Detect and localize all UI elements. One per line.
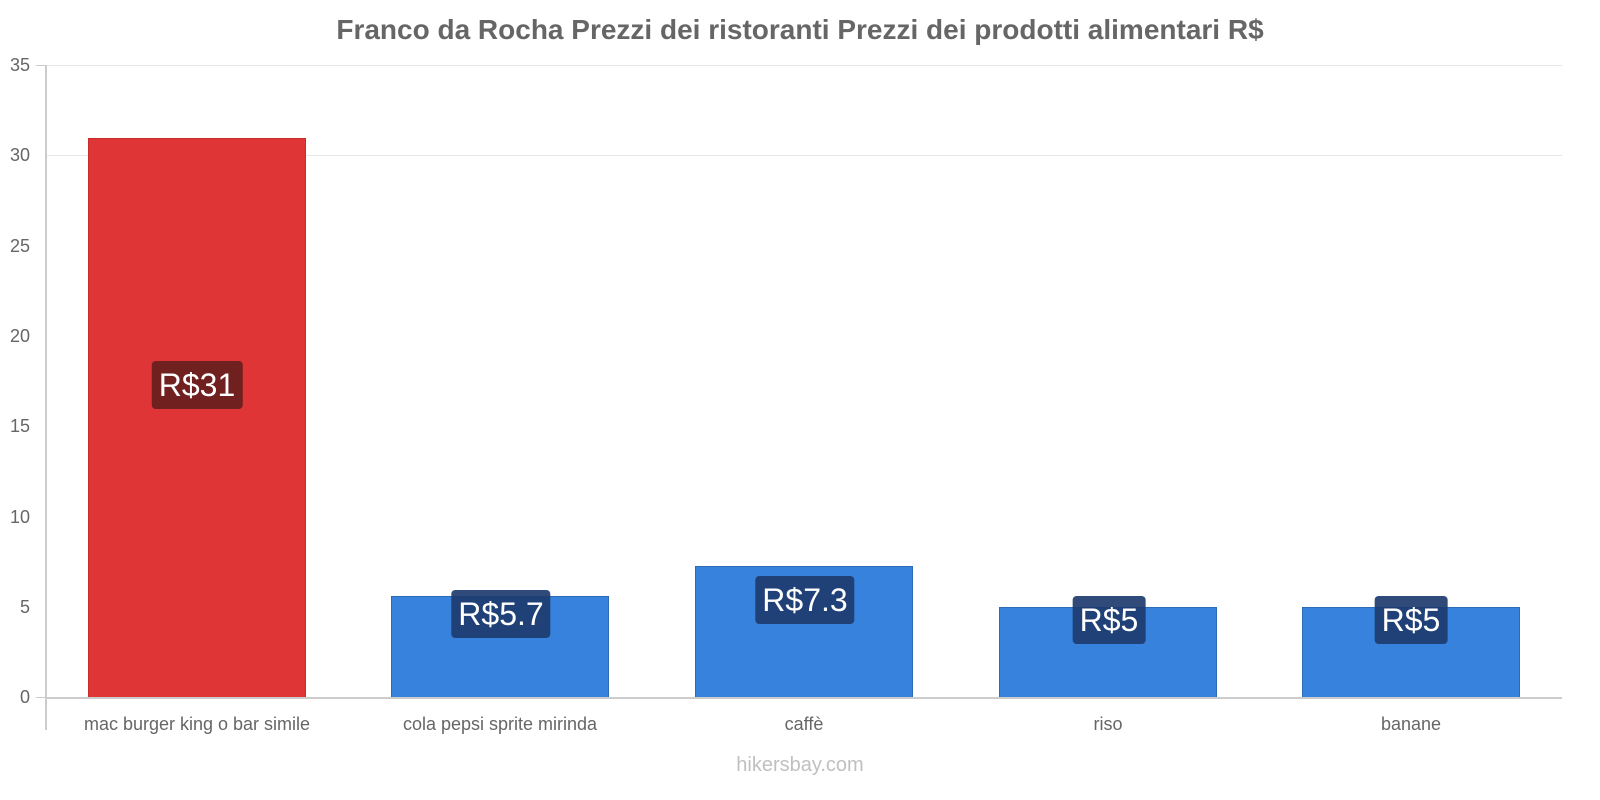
y-tick-label: 0 [19, 687, 30, 707]
y-tick-label: 5 [19, 597, 30, 617]
y-tick-mark [36, 697, 46, 698]
value-label: R$5 [1374, 596, 1448, 644]
x-axis [46, 697, 1562, 699]
y-tick-mark [36, 65, 46, 66]
y-tick-label: 25 [9, 236, 30, 256]
value-label: R$31 [151, 361, 243, 409]
value-label: R$5.7 [451, 590, 551, 638]
x-tick-label: caffè [784, 714, 824, 734]
y-axis [45, 65, 47, 730]
bar-mac-burger [88, 138, 306, 698]
x-tick-label: banane [1380, 714, 1442, 734]
watermark: hikersbay.com [736, 754, 864, 776]
x-tick-label: mac burger king o bar simile [83, 714, 311, 734]
value-label: R$5 [1072, 596, 1146, 644]
chart-title: Franco da Rocha Prezzi dei ristoranti Pr… [336, 14, 1264, 45]
y-tick-label: 10 [9, 507, 30, 527]
y-tick-label: 15 [9, 416, 30, 436]
y-tick-label: 35 [9, 55, 30, 75]
value-label: R$7.3 [755, 576, 855, 624]
y-tick-label: 30 [9, 145, 30, 165]
y-tick-label: 20 [9, 326, 30, 346]
gridline-30 [46, 155, 1562, 156]
x-tick-label: cola pepsi sprite mirinda [402, 714, 598, 734]
gridline-35 [46, 65, 1562, 66]
x-tick-label: riso [1093, 714, 1123, 734]
